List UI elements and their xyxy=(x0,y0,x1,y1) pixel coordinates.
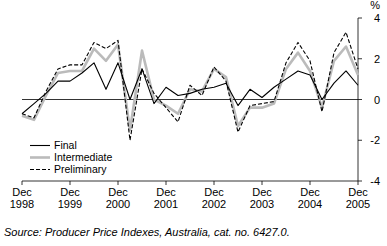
series-line xyxy=(22,63,358,114)
x-tick xyxy=(22,181,23,185)
x-tick-label: Dec2003 xyxy=(250,186,274,210)
chart: -4 -2 0 2 4% Dec1998 Dec1999 Dec2000 Dec2001 Dec2… xyxy=(0,0,387,246)
y-tick-label: -2 xyxy=(370,134,380,146)
y-tick-label: -4 xyxy=(370,175,380,187)
source-note: Source: Producer Price Indexes, Australi… xyxy=(4,226,290,238)
x-tick xyxy=(358,181,359,185)
legend-swatch xyxy=(30,169,50,170)
x-axis xyxy=(22,181,358,182)
series-line xyxy=(22,32,358,140)
y-axis-label: % xyxy=(370,0,380,11)
y-tick xyxy=(358,140,362,141)
x-tick-label: Dec2005 xyxy=(346,186,370,210)
x-tick-label: Dec2004 xyxy=(298,186,322,210)
x-tick xyxy=(262,181,263,185)
y-tick-label: 4 xyxy=(374,12,380,24)
x-tick xyxy=(214,181,215,185)
x-tick xyxy=(166,181,167,185)
y-tick xyxy=(358,18,362,19)
legend-label: Preliminary xyxy=(54,163,107,175)
x-tick-label: Dec1999 xyxy=(58,186,82,210)
x-tick-label: Dec2000 xyxy=(106,186,130,210)
x-tick-label: Dec2002 xyxy=(202,186,226,210)
x-tick-label: Dec2001 xyxy=(154,186,178,210)
y-tick xyxy=(358,181,362,182)
y-tick xyxy=(358,58,362,59)
zero-line xyxy=(22,99,358,100)
y-axis xyxy=(358,18,359,181)
y-tick-label: 0 xyxy=(374,94,380,106)
legend-label: Intermediate xyxy=(54,151,113,163)
x-tick-label: Dec1998 xyxy=(10,186,34,210)
x-tick xyxy=(118,181,119,185)
x-tick xyxy=(70,181,71,185)
y-tick xyxy=(358,99,362,100)
legend-swatch xyxy=(30,156,50,159)
legend-label: Final xyxy=(54,139,77,151)
series-group xyxy=(22,32,358,140)
y-tick-label: 2 xyxy=(374,53,380,65)
x-tick xyxy=(310,181,311,185)
legend-swatch xyxy=(30,145,50,146)
